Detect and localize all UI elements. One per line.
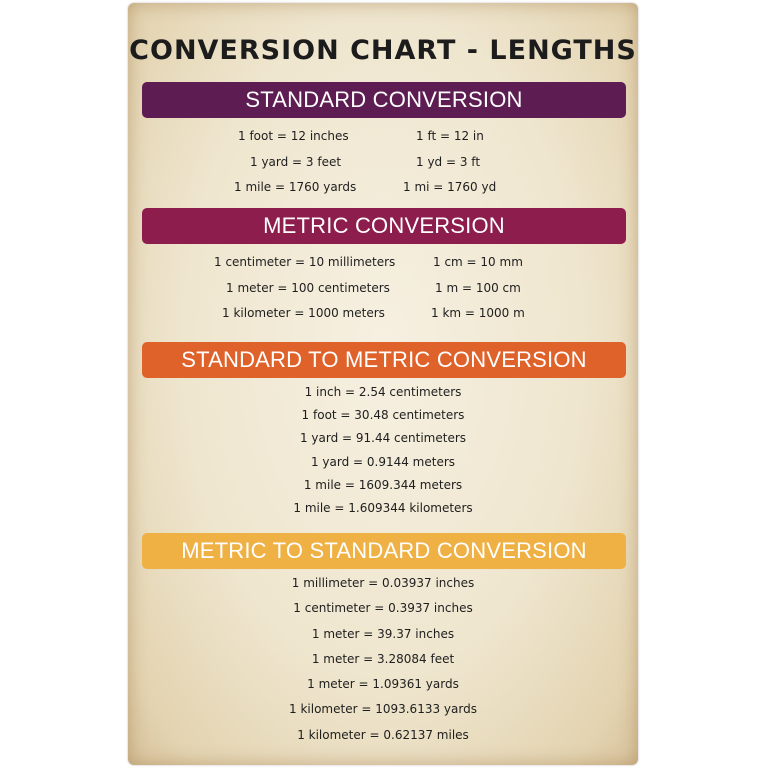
conversion-row: 1 millimeter = 0.03937 inches bbox=[291, 576, 475, 590]
conversion-row: 1 meter = 39.37 inches bbox=[311, 627, 455, 641]
conversion-short: 1 mi = 1760 yd bbox=[403, 180, 497, 194]
conversion-short: 1 km = 1000 m bbox=[431, 306, 525, 320]
conversion-row: 1 yard = 91.44 centimeters bbox=[299, 431, 467, 445]
conversion-row: 1 kilometer = 1093.6133 yards bbox=[289, 702, 477, 716]
conversion-row: 1 inch = 2.54 centimeters bbox=[304, 385, 462, 399]
section-heading-metric-to-standard: METRIC TO STANDARD CONVERSION bbox=[142, 533, 626, 569]
conversion-row: 1 meter = 3.28084 feet bbox=[311, 652, 455, 666]
conversion-row: 1 meter = 1.09361 yards bbox=[307, 677, 459, 691]
conversion-long: 1 meter = 100 centimeters bbox=[226, 281, 390, 295]
conversion-row: 1 mile = 1.609344 kilometers bbox=[293, 501, 473, 515]
conversion-short: 1 yd = 3 ft bbox=[416, 155, 481, 169]
conversion-short: 1 cm = 10 mm bbox=[433, 255, 523, 269]
conversion-long: 1 centimeter = 10 millimeters bbox=[214, 255, 396, 269]
conversion-row: 1 foot = 30.48 centimeters bbox=[301, 408, 465, 422]
section-heading-metric: METRIC CONVERSION bbox=[142, 208, 626, 244]
conversion-short: 1 m = 100 cm bbox=[435, 281, 521, 295]
section-heading-standard-to-metric: STANDARD TO METRIC CONVERSION bbox=[142, 342, 626, 378]
conversion-long: 1 foot = 12 inches bbox=[238, 129, 349, 143]
conversion-long: 1 yard = 3 feet bbox=[250, 155, 342, 169]
conversion-long: 1 kilometer = 1000 meters bbox=[222, 306, 385, 320]
conversion-row: 1 kilometer = 0.62137 miles bbox=[297, 728, 469, 742]
conversion-row: 1 mile = 1609.344 meters bbox=[303, 478, 463, 492]
page-title: CONVERSION CHART - LENGTHS bbox=[129, 35, 637, 66]
conversion-row: 1 yard = 0.9144 meters bbox=[310, 455, 456, 469]
conversion-long: 1 mile = 1760 yards bbox=[234, 180, 357, 194]
conversion-short: 1 ft = 12 in bbox=[416, 129, 484, 143]
conversion-chart-poster: CONVERSION CHART - LENGTHS STANDARD CONV… bbox=[128, 3, 638, 765]
conversion-row: 1 centimeter = 0.3937 inches bbox=[293, 601, 473, 615]
section-heading-standard: STANDARD CONVERSION bbox=[142, 82, 626, 118]
